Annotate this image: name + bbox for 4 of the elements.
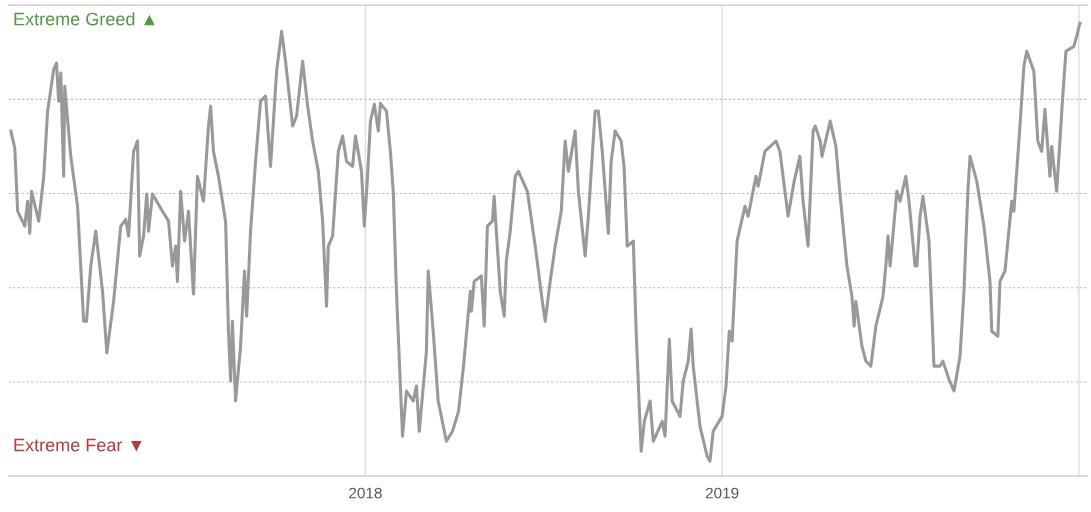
annotation: Extreme Fear ▼ xyxy=(14,438,142,452)
x-tick-label: 2018 xyxy=(349,487,382,499)
annotation: Extreme Greed ▲ xyxy=(14,12,155,26)
x-tick-label: 2019 xyxy=(705,487,739,499)
